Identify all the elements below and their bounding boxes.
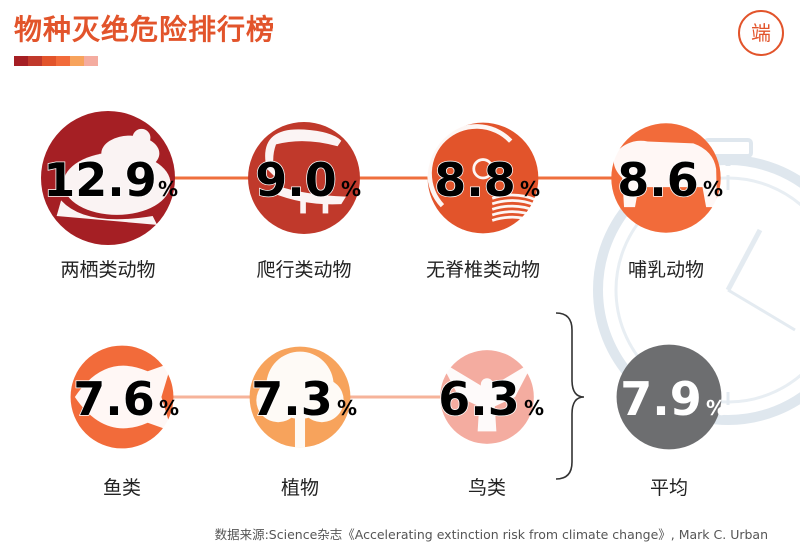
bubble-group: 8.8 % 无脊椎类动物: [426, 122, 540, 281]
value-label: 8.8: [434, 153, 516, 207]
category-label: 鸟类: [468, 477, 506, 499]
bubble-group: 6.3 % 鸟类: [438, 350, 544, 499]
frog-icon: [56, 128, 171, 225]
value-label: 9.0: [255, 153, 337, 207]
category-label: 鱼类: [103, 477, 141, 499]
value-label: 7.9: [620, 372, 702, 426]
logo-text: 端: [751, 21, 771, 45]
category-label: 平均: [650, 477, 688, 499]
color-swatch-strip: [14, 56, 98, 66]
value-label: 7.3: [251, 372, 333, 426]
bubble-group: 12.9 % 两栖类动物: [41, 111, 178, 281]
color-swatch: [14, 56, 28, 66]
bubble-group: 8.6 % 哺乳动物: [611, 123, 723, 281]
unit-label: %: [341, 177, 361, 201]
snail-icon: [427, 124, 538, 224]
bubble-group: 7.6 % 鱼类: [70, 345, 179, 499]
value-label: 8.6: [617, 153, 699, 207]
color-swatch: [84, 56, 98, 66]
category-label: 爬行类动物: [256, 259, 351, 281]
bear-icon: [613, 140, 718, 208]
unit-label: %: [703, 177, 723, 201]
category-label: 植物: [281, 477, 319, 499]
value-label: 12.9: [43, 153, 157, 207]
color-swatch: [56, 56, 70, 66]
color-swatch: [70, 56, 84, 66]
unit-label: %: [706, 396, 726, 420]
bubble-group: 9.0 % 爬行类动物: [248, 122, 361, 281]
bubble-group: 7.3 % 植物: [249, 346, 357, 499]
unit-label: %: [520, 177, 540, 201]
eagle-icon: [440, 361, 534, 432]
category-label: 无脊椎类动物: [426, 259, 540, 281]
unit-label: %: [159, 396, 179, 420]
unit-label: %: [524, 396, 544, 420]
page-title: 物种灭绝危险排行榜: [14, 13, 276, 46]
lizard-icon: [265, 129, 346, 214]
value-label: 6.3: [438, 372, 520, 426]
value-label: 7.6: [73, 372, 155, 426]
unit-label: %: [337, 396, 357, 420]
category-label: 两栖类动物: [60, 259, 155, 281]
fish-icon: [74, 362, 172, 432]
color-swatch: [28, 56, 42, 66]
bubble-group: 7.9 % 平均: [616, 344, 726, 499]
group-brace: [555, 312, 585, 480]
source-note: 数据来源:Science杂志《Accelerating extinction r…: [214, 527, 768, 542]
color-swatch: [42, 56, 56, 66]
unit-label: %: [158, 177, 178, 201]
logo-icon: 端: [738, 10, 784, 56]
category-label: 哺乳动物: [628, 259, 704, 281]
bubble: [616, 344, 722, 450]
tree-icon: [256, 351, 344, 448]
bubble: [248, 122, 360, 234]
